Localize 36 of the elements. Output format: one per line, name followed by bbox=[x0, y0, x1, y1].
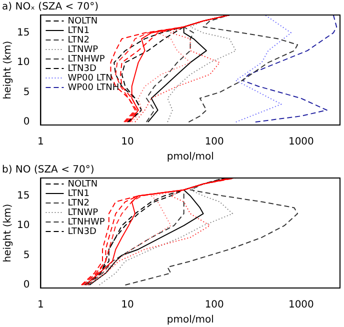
legend-label: LTN3D bbox=[68, 226, 96, 237]
x-tick-label: 100 bbox=[204, 136, 224, 148]
x-tick-label: 10 bbox=[121, 300, 134, 311]
legend-label: LTNWP bbox=[68, 208, 99, 218]
y-tick-label: 0 bbox=[23, 280, 30, 291]
legend-label: WP00 LTNH bbox=[68, 82, 120, 93]
legend-label: LTNHWP bbox=[68, 217, 106, 228]
legend-label: LTN1 bbox=[68, 26, 90, 36]
legend-label: LTN2 bbox=[68, 35, 90, 46]
legend-label: LTNWP bbox=[68, 44, 99, 55]
legend-label: NOLTN bbox=[68, 16, 98, 26]
x-tick-label: 1000 bbox=[288, 300, 314, 311]
x-tick-label: 1 bbox=[38, 136, 44, 148]
x-tick-label: 1000 bbox=[288, 136, 314, 148]
chart-title: b) NO (SZA < 70°) bbox=[2, 164, 94, 176]
legend-label: LTN2 bbox=[68, 198, 90, 208]
y-axis-title: height (km) bbox=[2, 40, 14, 100]
x-tick-label: 1 bbox=[38, 300, 44, 311]
legend-label: NOLTN bbox=[68, 179, 98, 190]
y-tick-label: 5 bbox=[23, 86, 30, 98]
y-axis-title: height (km) bbox=[2, 204, 14, 262]
y-tick-label: 5 bbox=[23, 250, 30, 261]
x-tick-label: 100 bbox=[204, 300, 224, 311]
y-tick-label: 15 bbox=[16, 190, 30, 202]
legend-label: LTNHWP bbox=[68, 54, 106, 64]
legend-label: LTN1 bbox=[68, 188, 90, 199]
x-axis-title: pmol/mol bbox=[166, 314, 214, 326]
x-axis-title: pmol/mol bbox=[166, 152, 214, 163]
y-tick-label: 15 bbox=[16, 27, 30, 38]
y-tick-label: 10 bbox=[16, 220, 30, 232]
chart-title: a) NOₓ (SZA < 70°) bbox=[2, 2, 99, 13]
legend-label: WP00 LTN bbox=[68, 73, 112, 84]
y-tick-label: 0 bbox=[23, 116, 30, 128]
y-tick-label: 10 bbox=[16, 57, 30, 68]
x-tick-label: 10 bbox=[121, 136, 134, 148]
legend-label: LTN3D bbox=[68, 64, 96, 74]
